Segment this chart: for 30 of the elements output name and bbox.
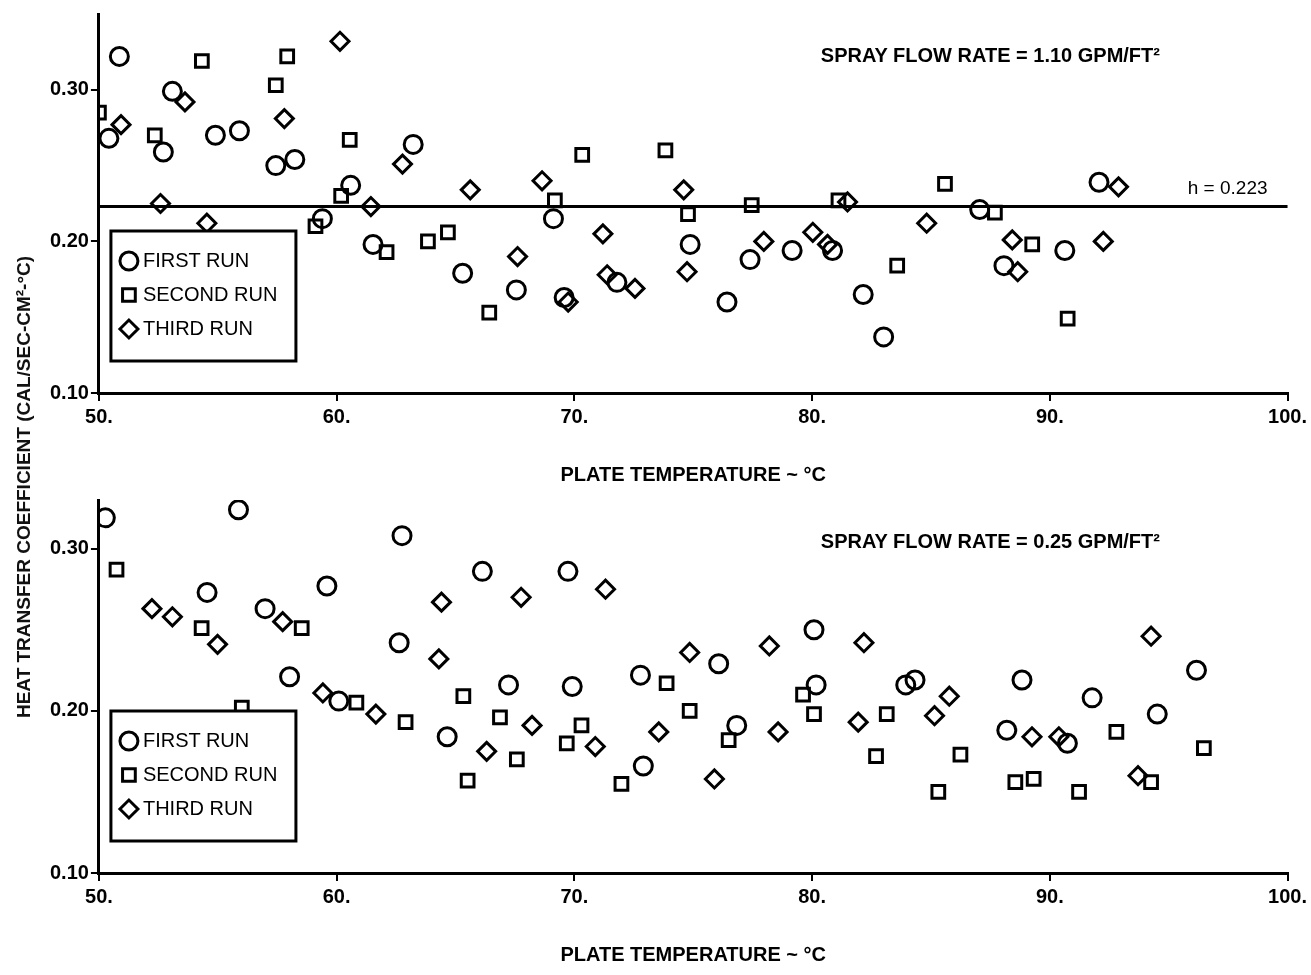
y-tick-label: 0.10 <box>49 860 89 883</box>
y-tick-label: 0.20 <box>49 698 89 721</box>
x-tick-label: 60. <box>322 884 351 907</box>
x-tick-label: 50. <box>85 404 113 427</box>
y-axis-title: HEAT TRANSFER COEFFICIENT (CAL/SEC-CM²-°C) <box>13 255 35 719</box>
y-tick-label: 0.20 <box>49 228 89 251</box>
ref-line-label: h = 0.223 <box>1187 177 1268 199</box>
legend-label: FIRST RUN <box>142 728 250 751</box>
x-tick-label: 90. <box>1035 404 1064 427</box>
annotation: SPRAY FLOW RATE = 1.10 GPM/FT² <box>820 43 1161 66</box>
y-tick-label: 0.30 <box>49 536 89 559</box>
legend-label: SECOND RUN <box>142 762 278 785</box>
x-tick-label: 100. <box>1268 404 1308 427</box>
x-tick-label: 90. <box>1035 884 1064 907</box>
annotation: SPRAY FLOW RATE = 0.25 GPM/FT² <box>820 529 1161 552</box>
x-tick-label: 100. <box>1268 884 1308 907</box>
legend-label: SECOND RUN <box>142 282 278 305</box>
x-tick-label: 50. <box>85 884 113 907</box>
x-tick-label: 80. <box>798 884 826 907</box>
x-axis-title: PLATE TEMPERATURE ~ °C <box>560 462 827 485</box>
x-axis-title: PLATE TEMPERATURE ~ °C <box>560 942 827 965</box>
legend-label: THIRD RUN <box>142 316 253 339</box>
x-tick-label: 60. <box>322 404 351 427</box>
x-tick-label: 80. <box>798 404 826 427</box>
legend-label: THIRD RUN <box>142 796 253 819</box>
legend-label: FIRST RUN <box>142 248 250 271</box>
x-tick-label: 70. <box>560 884 589 907</box>
y-tick-label: 0.30 <box>49 77 89 100</box>
y-tick-label: 0.10 <box>49 380 89 403</box>
x-tick-label: 70. <box>560 404 589 427</box>
